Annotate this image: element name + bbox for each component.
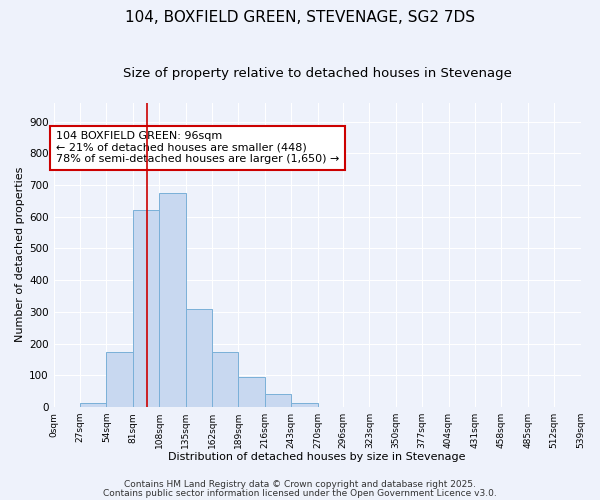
Bar [106, 352, 133, 407]
Text: 104 BOXFIELD GREEN: 96sqm
← 21% of detached houses are smaller (448)
78% of semi: 104 BOXFIELD GREEN: 96sqm ← 21% of detac… [56, 131, 339, 164]
Y-axis label: Number of detached properties: Number of detached properties [15, 167, 25, 342]
Bar [212, 352, 238, 407]
Title: Size of property relative to detached houses in Stevenage: Size of property relative to detached ho… [122, 68, 512, 80]
Text: 104, BOXFIELD GREEN, STEVENAGE, SG2 7DS: 104, BOXFIELD GREEN, STEVENAGE, SG2 7DS [125, 10, 475, 25]
Bar [185, 308, 212, 407]
X-axis label: Distribution of detached houses by size in Stevenage: Distribution of detached houses by size … [169, 452, 466, 462]
Text: Contains public sector information licensed under the Open Government Licence v3: Contains public sector information licen… [103, 488, 497, 498]
Text: Contains HM Land Registry data © Crown copyright and database right 2025.: Contains HM Land Registry data © Crown c… [124, 480, 476, 489]
Bar [238, 377, 265, 407]
Bar [80, 404, 106, 407]
Bar [291, 404, 317, 407]
Bar [133, 210, 159, 407]
Bar [159, 193, 185, 407]
Bar [265, 394, 291, 407]
